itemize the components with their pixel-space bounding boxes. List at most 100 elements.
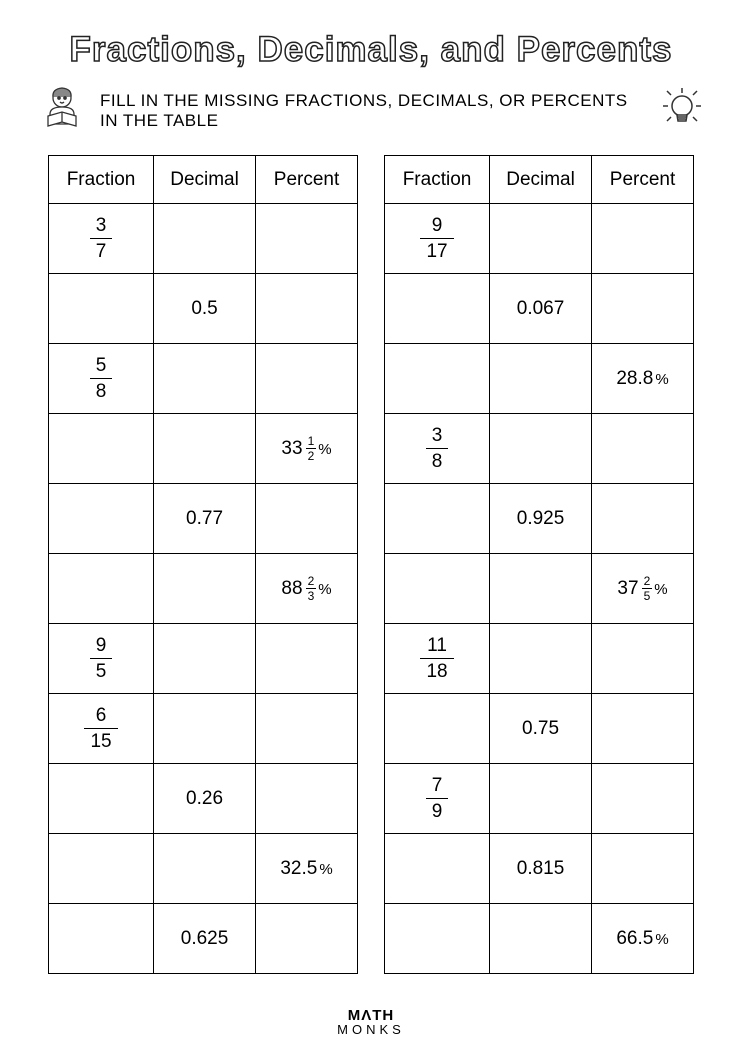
table-row: 38 — [385, 414, 694, 484]
header-fraction: Fraction — [385, 156, 490, 204]
decimal-cell — [154, 204, 256, 274]
subtitle-row: FILL IN THE MISSING FRACTIONS, DECIMALS,… — [38, 84, 704, 137]
lightbulb-icon — [660, 84, 704, 137]
table-row: 0.067 — [385, 274, 694, 344]
percent-cell: 3725% — [592, 554, 694, 624]
percent-cell — [256, 204, 358, 274]
fraction-cell: 95 — [49, 624, 154, 694]
fraction-cell — [49, 484, 154, 554]
fraction-cell — [49, 834, 154, 904]
footer-line2: MONKS — [0, 1024, 742, 1036]
table-row: 0.625 — [49, 904, 358, 974]
decimal-cell: 0.5 — [154, 274, 256, 344]
table-row: 28.8% — [385, 344, 694, 414]
left-table: Fraction Decimal Percent 370.558 3312%0.7… — [48, 155, 358, 974]
fraction-cell: 58 — [49, 344, 154, 414]
table-row: 3725% — [385, 554, 694, 624]
decimal-cell — [490, 624, 592, 694]
table-row: 8823% — [49, 554, 358, 624]
page-title: Fractions, Decimals, and Percents — [38, 30, 704, 70]
percent-cell: 28.8% — [592, 344, 694, 414]
percent-cell — [592, 624, 694, 694]
header-percent: Percent — [256, 156, 358, 204]
table-row: 66.5% — [385, 904, 694, 974]
fraction-cell: 1118 — [385, 624, 490, 694]
percent-cell — [256, 624, 358, 694]
table-row: 0.925 — [385, 484, 694, 554]
percent-cell: 3312% — [256, 414, 358, 484]
percent-cell — [256, 274, 358, 344]
table-row: 58 — [49, 344, 358, 414]
percent-cell — [256, 694, 358, 764]
decimal-cell: 0.77 — [154, 484, 256, 554]
fraction-cell — [385, 344, 490, 414]
decimal-cell — [154, 834, 256, 904]
decimal-cell — [490, 904, 592, 974]
percent-cell — [592, 274, 694, 344]
decimal-cell — [490, 414, 592, 484]
table-row: 3312% — [49, 414, 358, 484]
header-decimal: Decimal — [490, 156, 592, 204]
decimal-cell: 0.815 — [490, 834, 592, 904]
decimal-cell — [490, 764, 592, 834]
tables-container: Fraction Decimal Percent 370.5583312%0.7… — [38, 155, 704, 974]
fraction-cell: 917 — [385, 204, 490, 274]
fraction-cell — [385, 834, 490, 904]
decimal-cell — [154, 414, 256, 484]
fraction-cell — [385, 694, 490, 764]
decimal-cell: 0.925 — [490, 484, 592, 554]
percent-cell — [592, 764, 694, 834]
decimal-cell — [490, 204, 592, 274]
table-row: 37 — [49, 204, 358, 274]
fraction-cell — [49, 274, 154, 344]
fraction-cell: 79 — [385, 764, 490, 834]
decimal-cell — [154, 624, 256, 694]
decimal-cell — [490, 344, 592, 414]
table-row: 1118 — [385, 624, 694, 694]
fraction-cell: 37 — [49, 204, 154, 274]
decimal-cell: 0.75 — [490, 694, 592, 764]
table-row: 32.5% — [49, 834, 358, 904]
table-row: 0.75 — [385, 694, 694, 764]
decimal-cell: 0.067 — [490, 274, 592, 344]
decimal-cell — [154, 344, 256, 414]
percent-cell — [592, 834, 694, 904]
header-fraction: Fraction — [49, 156, 154, 204]
fraction-cell — [385, 554, 490, 624]
table-row: 0.77 — [49, 484, 358, 554]
percent-cell — [592, 414, 694, 484]
table-row: 79 — [385, 764, 694, 834]
percent-cell: 66.5% — [592, 904, 694, 974]
header-decimal: Decimal — [154, 156, 256, 204]
percent-cell — [592, 484, 694, 554]
fraction-cell: 38 — [385, 414, 490, 484]
fraction-cell: 615 — [49, 694, 154, 764]
fraction-cell — [49, 764, 154, 834]
table-row: 917 — [385, 204, 694, 274]
percent-cell — [592, 204, 694, 274]
girl-reading-icon — [38, 84, 90, 137]
percent-cell — [256, 764, 358, 834]
percent-cell — [256, 904, 358, 974]
right-table: Fraction Decimal Percent 9170.06728.8% 38… — [384, 155, 694, 974]
decimal-cell — [154, 554, 256, 624]
fraction-cell — [385, 904, 490, 974]
table-row: 95 — [49, 624, 358, 694]
table-row: 0.815 — [385, 834, 694, 904]
percent-cell — [256, 484, 358, 554]
percent-cell: 32.5% — [256, 834, 358, 904]
decimal-cell — [490, 554, 592, 624]
table-row: 0.5 — [49, 274, 358, 344]
percent-cell: 8823% — [256, 554, 358, 624]
footer-logo: MΛTH MONKS — [0, 1009, 742, 1036]
header-percent: Percent — [592, 156, 694, 204]
table-row: 615 — [49, 694, 358, 764]
decimal-cell — [154, 694, 256, 764]
fraction-cell — [49, 554, 154, 624]
fraction-cell — [49, 904, 154, 974]
decimal-cell: 0.625 — [154, 904, 256, 974]
table-row: 0.26 — [49, 764, 358, 834]
instructions-text: FILL IN THE MISSING FRACTIONS, DECIMALS,… — [100, 91, 650, 131]
percent-cell — [256, 344, 358, 414]
decimal-cell: 0.26 — [154, 764, 256, 834]
